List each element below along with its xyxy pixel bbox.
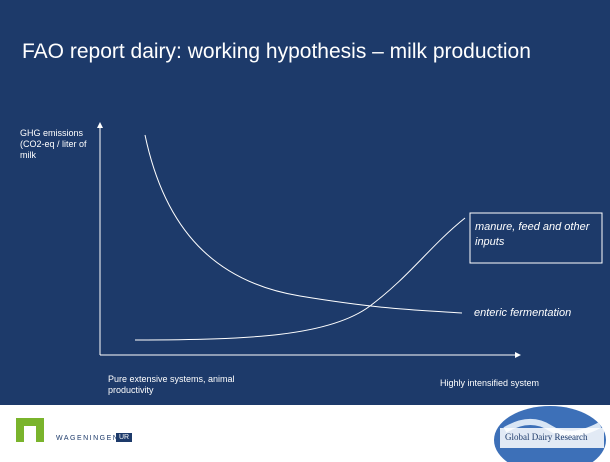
slide-title: FAO report dairy: working hypothesis – m…: [22, 40, 531, 63]
manure-label: manure, feed and other inputs: [475, 221, 590, 248]
label-box: [469, 212, 603, 264]
x-left-label: Pure extensive systems, animal productiv…: [108, 374, 235, 395]
wageningen-logo-cut: [24, 426, 36, 442]
manure-curve: [134, 217, 466, 341]
wageningen-ur: UR: [116, 433, 133, 442]
enteric-curve: [144, 134, 463, 314]
x-right-label: Highly intensified system: [440, 378, 540, 388]
gdr-text: Global Dairy Research: [505, 432, 588, 442]
y-axis-label: GHG emissions (CO2-eq / liter of milk: [20, 128, 87, 160]
globe-banner: [500, 428, 604, 448]
wageningen-text: WAGENINGEN: [56, 435, 120, 442]
enteric-label: enteric fermentation: [474, 307, 572, 319]
